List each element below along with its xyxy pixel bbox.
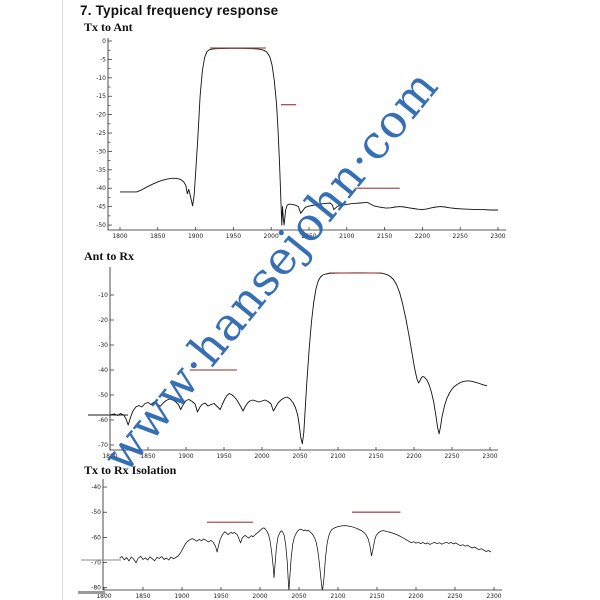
svg-text:-45: -45 bbox=[96, 204, 106, 211]
chart-1: 1800 1850 1900 1950 2000 2050 2100 2150 2200 2250… bbox=[88, 267, 498, 460]
svg-text:2000: 2000 bbox=[264, 233, 279, 240]
svg-text:2050: 2050 bbox=[301, 233, 316, 240]
svg-text:-50: -50 bbox=[98, 392, 108, 399]
svg-text:1950: 1950 bbox=[226, 233, 241, 240]
svg-text:2200: 2200 bbox=[415, 233, 430, 240]
svg-text:-10: -10 bbox=[96, 75, 106, 82]
svg-text:-30: -30 bbox=[98, 342, 108, 349]
svg-text:1950: 1950 bbox=[216, 453, 231, 460]
svg-text:1850: 1850 bbox=[140, 453, 155, 460]
svg-text:1900: 1900 bbox=[188, 233, 203, 240]
chart-2: 1800 1850 1900 1950 2000 2050 2100 2150 2200 2250… bbox=[81, 479, 502, 600]
svg-text:2050: 2050 bbox=[291, 593, 306, 600]
svg-text:-30: -30 bbox=[96, 148, 106, 155]
svg-text:-15: -15 bbox=[96, 93, 106, 100]
svg-text:2200: 2200 bbox=[406, 453, 421, 460]
svg-text:1800: 1800 bbox=[112, 233, 127, 240]
page-title: 7. Typical frequency response bbox=[80, 3, 279, 18]
svg-text:-35: -35 bbox=[96, 167, 106, 174]
svg-text:2250: 2250 bbox=[444, 453, 459, 460]
svg-text:-40: -40 bbox=[91, 484, 101, 491]
svg-text:-20: -20 bbox=[98, 317, 108, 324]
axes bbox=[107, 38, 506, 231]
gray-dash-artifact bbox=[78, 591, 105, 594]
svg-text:2300: 2300 bbox=[490, 233, 505, 240]
svg-text:2150: 2150 bbox=[377, 233, 392, 240]
svg-text:1850: 1850 bbox=[150, 233, 165, 240]
page-edge-border bbox=[62, 0, 63, 600]
svg-text:-70: -70 bbox=[91, 560, 101, 567]
svg-text:-60: -60 bbox=[98, 417, 108, 424]
svg-text:2100: 2100 bbox=[339, 233, 354, 240]
svg-text:1800: 1800 bbox=[102, 453, 117, 460]
svg-text:-60: -60 bbox=[91, 534, 101, 541]
svg-text:2300: 2300 bbox=[486, 593, 501, 600]
response-trace bbox=[120, 47, 498, 226]
svg-text:1850: 1850 bbox=[135, 593, 150, 600]
svg-text:1900: 1900 bbox=[174, 593, 189, 600]
response-trace bbox=[119, 525, 492, 590]
svg-text:2150: 2150 bbox=[369, 593, 384, 600]
svg-text:2000: 2000 bbox=[254, 453, 269, 460]
svg-text:0: 0 bbox=[102, 38, 106, 45]
svg-text:2250: 2250 bbox=[453, 233, 468, 240]
chart-0: 1800 1850 1900 1950 2000 2050 2100 2150 2200 2250… bbox=[96, 38, 506, 240]
svg-text:2100: 2100 bbox=[330, 593, 345, 600]
svg-text:1900: 1900 bbox=[178, 453, 193, 460]
chart-label-tx-to-ant: Tx to Ant bbox=[84, 20, 133, 34]
svg-text:2150: 2150 bbox=[368, 453, 383, 460]
svg-text:2100: 2100 bbox=[330, 453, 345, 460]
svg-text:-80: -80 bbox=[91, 585, 101, 592]
svg-text:2250: 2250 bbox=[447, 593, 462, 600]
svg-text:-40: -40 bbox=[96, 185, 106, 192]
svg-text:-50: -50 bbox=[96, 222, 106, 229]
svg-text:2200: 2200 bbox=[408, 593, 423, 600]
axes bbox=[102, 479, 502, 591]
svg-text:-5: -5 bbox=[100, 56, 106, 63]
svg-text:2050: 2050 bbox=[292, 453, 307, 460]
svg-text:2300: 2300 bbox=[482, 453, 497, 460]
svg-text:-70: -70 bbox=[98, 442, 108, 449]
svg-text:-10: -10 bbox=[98, 292, 108, 299]
response-trace bbox=[110, 272, 488, 445]
chart-label-tx-to-rx-isolation: Tx to Rx Isolation bbox=[84, 463, 177, 477]
svg-text:-20: -20 bbox=[96, 112, 106, 119]
chart-label-ant-to-rx: Ant to Rx bbox=[84, 249, 134, 263]
svg-text:2000: 2000 bbox=[252, 593, 267, 600]
svg-text:1800: 1800 bbox=[96, 593, 111, 600]
svg-text:-40: -40 bbox=[98, 367, 108, 374]
svg-text:1950: 1950 bbox=[213, 593, 228, 600]
svg-text:-25: -25 bbox=[96, 130, 106, 137]
svg-text:-50: -50 bbox=[91, 509, 101, 516]
